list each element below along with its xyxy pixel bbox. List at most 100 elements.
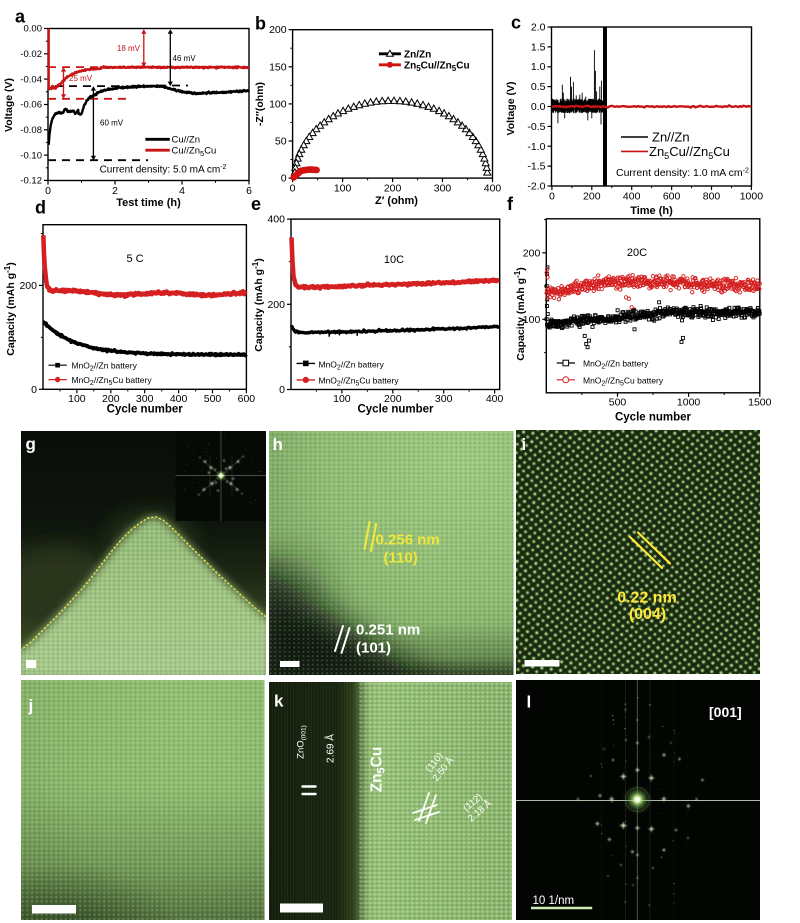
svg-text:10 1/nm: 10 1/nm (532, 895, 574, 907)
svg-text:b: b (255, 14, 266, 34)
svg-text:Capacity (mAh g-1): Capacity (mAh g-1) (3, 262, 17, 355)
svg-text:1000: 1000 (677, 396, 701, 408)
svg-text:Cycle number: Cycle number (107, 404, 184, 416)
svg-text:4: 4 (179, 185, 185, 197)
svg-text:Cycle number: Cycle number (615, 412, 692, 424)
svg-text:-1.5: -1.5 (527, 161, 545, 173)
svg-text:Voltage (V): Voltage (V) (3, 78, 15, 132)
svg-text:200: 200 (384, 183, 402, 195)
svg-text:Cycle number: Cycle number (357, 404, 434, 416)
svg-text:100: 100 (68, 393, 86, 405)
svg-text:0.0: 0.0 (531, 101, 546, 113)
svg-text:Test time (h): Test time (h) (116, 197, 181, 209)
svg-text:0: 0 (279, 384, 285, 396)
svg-text:5 C: 5 C (126, 253, 143, 265)
svg-text:Capacity (mAh g-1): Capacity (mAh g-1) (251, 258, 265, 351)
svg-text:20C: 20C (627, 247, 647, 259)
svg-text:-0.04: -0.04 (20, 74, 42, 85)
svg-text:150: 150 (269, 61, 287, 73)
svg-text:300: 300 (434, 183, 452, 195)
svg-text:Current density: 5.0 mA cm-2: Current density: 5.0 mA cm-2 (100, 164, 227, 176)
svg-text:800: 800 (703, 191, 721, 203)
svg-text:500: 500 (204, 393, 222, 405)
svg-text:500: 500 (609, 396, 627, 408)
svg-text:400: 400 (486, 393, 504, 405)
svg-text:e: e (251, 194, 261, 214)
svg-text:200: 200 (267, 299, 285, 311)
svg-text:-0.5: -0.5 (527, 121, 545, 133)
svg-text:a: a (15, 7, 26, 27)
svg-text:50: 50 (275, 136, 287, 148)
svg-text:18 mV: 18 mV (117, 44, 141, 53)
svg-text:100: 100 (523, 314, 541, 326)
svg-text:MnO2//Zn battery: MnO2//Zn battery (319, 359, 385, 371)
svg-text:Capacity (mAh g-1): Capacity (mAh g-1) (513, 267, 527, 360)
svg-text:Cu//Zn5Cu: Cu//Zn5Cu (172, 146, 217, 159)
svg-text:MnO2//Zn battery: MnO2//Zn battery (583, 359, 649, 371)
svg-text:-0.08: -0.08 (20, 125, 42, 136)
svg-text:(004): (004) (628, 606, 665, 623)
svg-text:2.0: 2.0 (531, 22, 546, 34)
svg-text:[001]: [001] (709, 704, 742, 720)
svg-text:f: f (507, 194, 514, 214)
svg-text:600: 600 (663, 191, 681, 203)
svg-text:k: k (274, 691, 284, 710)
svg-text:0: 0 (45, 185, 51, 197)
svg-text:Z′ (ohm): Z′ (ohm) (375, 195, 418, 207)
svg-text:(101): (101) (356, 640, 391, 657)
svg-text:g: g (26, 435, 36, 454)
svg-text:MnO2//Zn5Cu battery: MnO2//Zn5Cu battery (583, 375, 664, 387)
svg-text:h: h (273, 435, 283, 454)
svg-text:200: 200 (269, 24, 287, 36)
svg-text:0.251 nm: 0.251 nm (356, 622, 420, 639)
svg-text:100: 100 (333, 393, 351, 405)
svg-text:6: 6 (246, 185, 252, 197)
svg-text:10C: 10C (384, 254, 404, 266)
svg-text:Zn//Zn: Zn//Zn (652, 130, 690, 145)
svg-text:200: 200 (583, 191, 601, 203)
svg-text:1500: 1500 (748, 396, 772, 408)
svg-text:25 mV: 25 mV (69, 74, 93, 83)
svg-text:1.5: 1.5 (531, 41, 546, 53)
svg-text:0.5: 0.5 (531, 81, 546, 93)
svg-text:-1.0: -1.0 (527, 141, 545, 153)
svg-text:0: 0 (281, 173, 287, 185)
svg-text:200: 200 (19, 280, 37, 292)
svg-text:200: 200 (102, 393, 120, 405)
svg-text:0: 0 (290, 183, 296, 195)
svg-text:MnO2//Zn battery: MnO2//Zn battery (72, 360, 138, 372)
svg-text:0.00: 0.00 (24, 24, 43, 35)
svg-text:0: 0 (31, 384, 37, 396)
svg-text:200: 200 (384, 393, 402, 405)
svg-text:300: 300 (136, 393, 154, 405)
svg-text:100: 100 (334, 183, 352, 195)
svg-text:MnO2//Zn5Cu battery: MnO2//Zn5Cu battery (319, 375, 400, 387)
svg-text:Zn5Cu//Zn5Cu: Zn5Cu//Zn5Cu (404, 60, 470, 73)
svg-text:-0.12: -0.12 (20, 176, 42, 187)
svg-text:Zn5Cu//Zn5Cu: Zn5Cu//Zn5Cu (649, 144, 730, 161)
svg-text:Zn5Cu: Zn5Cu (368, 746, 387, 792)
svg-text:400: 400 (170, 393, 188, 405)
svg-text:200: 200 (523, 247, 541, 259)
svg-text:400: 400 (267, 214, 285, 226)
svg-text:Cu//Zn: Cu//Zn (172, 135, 201, 146)
svg-text:-2.0: -2.0 (527, 181, 545, 193)
svg-text:Current density: 1.0 mA cm-2: Current density: 1.0 mA cm-2 (616, 167, 749, 179)
svg-text:(110): (110) (384, 550, 418, 567)
svg-text:j: j (28, 696, 34, 715)
svg-text:d: d (35, 198, 46, 218)
svg-text:400: 400 (623, 191, 641, 203)
svg-text:MnO2//Zn5Cu battery: MnO2//Zn5Cu battery (72, 375, 153, 387)
svg-text:1000: 1000 (740, 191, 764, 203)
svg-text:600: 600 (238, 393, 256, 405)
svg-text:Time (h): Time (h) (630, 205, 673, 217)
svg-text:i: i (521, 435, 526, 454)
svg-text:-0.02: -0.02 (20, 49, 42, 60)
svg-text:-0.10: -0.10 (20, 150, 42, 161)
svg-text:0: 0 (549, 191, 555, 203)
svg-text:l: l (526, 693, 531, 712)
svg-text:100: 100 (269, 98, 287, 110)
svg-text:-Z′′(ohm): -Z′′(ohm) (254, 82, 266, 126)
svg-text:-0.06: -0.06 (20, 100, 42, 111)
svg-text:0.22 nm: 0.22 nm (617, 590, 677, 607)
